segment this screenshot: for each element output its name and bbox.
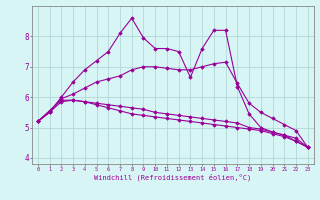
X-axis label: Windchill (Refroidissement éolien,°C): Windchill (Refroidissement éolien,°C) xyxy=(94,174,252,181)
